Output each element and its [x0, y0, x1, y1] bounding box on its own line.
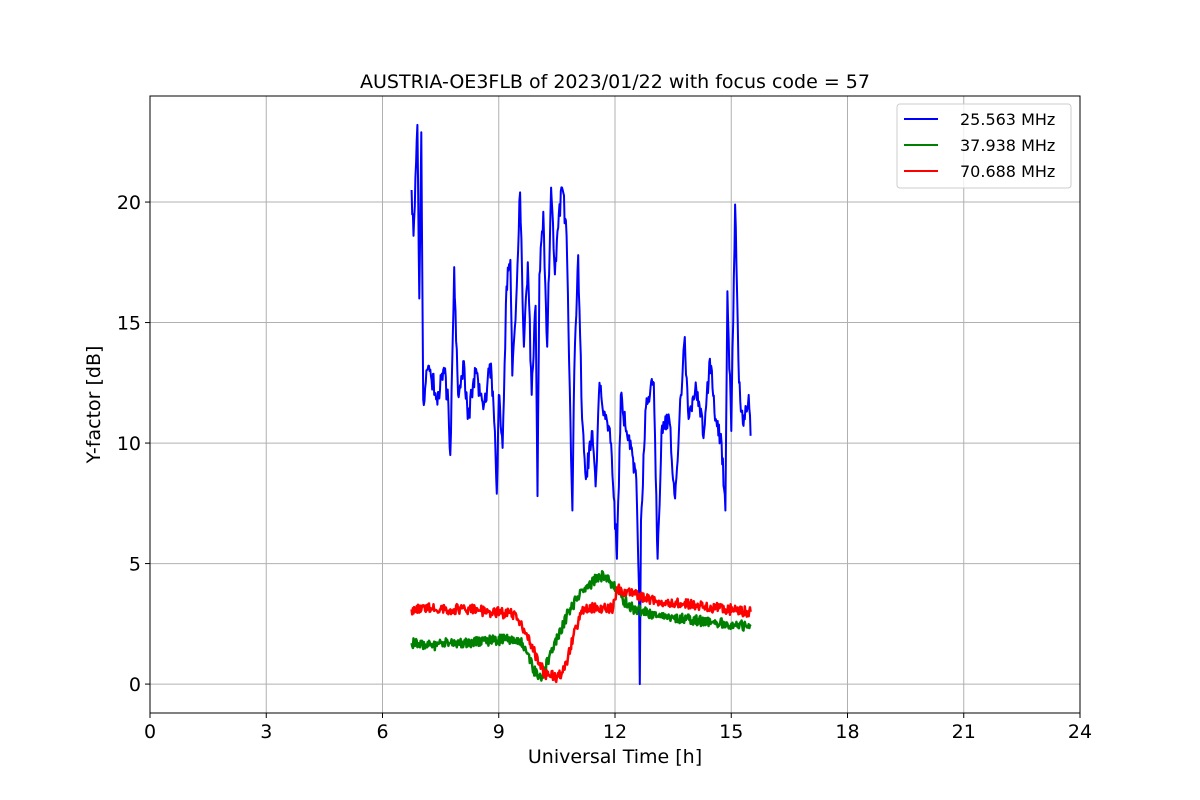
- x-tick-label: 24: [1068, 721, 1092, 743]
- y-tick-label: 10: [117, 433, 141, 455]
- chart-title: AUSTRIA-OE3FLB of 2023/01/22 with focus …: [360, 71, 870, 93]
- y-tick-label: 5: [129, 554, 141, 576]
- x-tick-label: 3: [260, 721, 272, 743]
- legend-entry: 70.688 MHz: [960, 162, 1055, 181]
- legend: 25.563 MHz 37.938 MHz 70.688 MHz: [896, 103, 1072, 189]
- y-axis-label: Y-factor [dB]: [83, 346, 105, 465]
- x-axis-label: Universal Time [h]: [528, 746, 702, 768]
- y-axis-ticks: 0 5 10 15 20: [117, 192, 150, 696]
- x-tick-label: 9: [493, 721, 505, 743]
- y-tick-label: 15: [117, 313, 141, 335]
- x-tick-label: 15: [719, 721, 743, 743]
- legend-entry: 25.563 MHz: [960, 110, 1055, 129]
- x-tick-label: 21: [952, 721, 976, 743]
- series-line-37-938-mhz: [410, 570, 752, 682]
- series-layer: [410, 123, 752, 686]
- legend-entry: 37.938 MHz: [960, 136, 1055, 155]
- x-axis-ticks: 0 3 6 9 12 15 18 21 24: [144, 713, 1092, 743]
- x-tick-label: 6: [376, 721, 388, 743]
- y-tick-label: 0: [129, 674, 141, 696]
- x-tick-label: 0: [144, 721, 156, 743]
- y-tick-label: 20: [117, 192, 141, 214]
- series-line-70-688-mhz: [410, 583, 752, 684]
- x-tick-label: 18: [835, 721, 859, 743]
- legend-box: [896, 103, 1072, 189]
- series-line-25-563-mhz: [410, 123, 752, 686]
- x-tick-label: 12: [603, 721, 627, 743]
- grid-lines: [149, 96, 1081, 713]
